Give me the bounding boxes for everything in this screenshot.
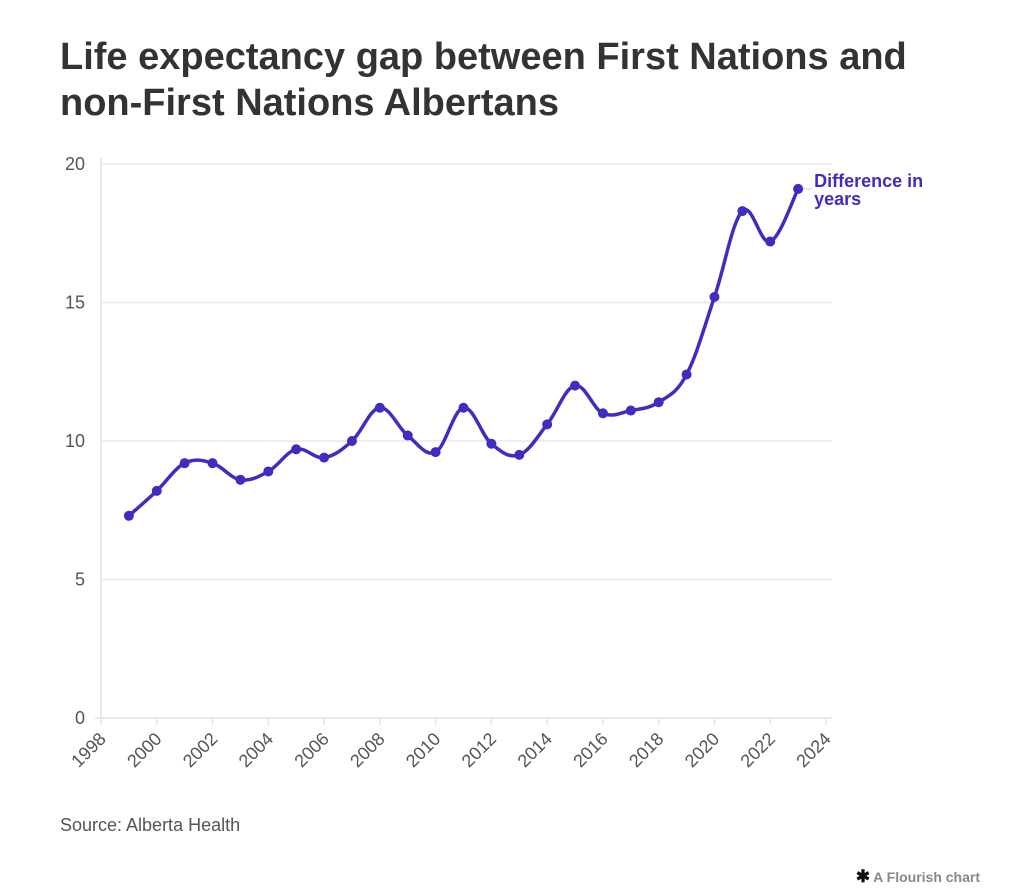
data-point	[709, 291, 720, 302]
data-point	[179, 458, 190, 469]
line-chart: 0 5 10 15 20 1998 2000 2002 2004 2006 2008 2010 201…	[65, 154, 928, 771]
series-label-line-1: Difference in	[814, 171, 923, 191]
y-axis-ticks: 0 5 10 15 20	[65, 154, 85, 728]
x-tick-label: 2006	[290, 729, 332, 771]
flourish-asterisk-icon: ✱	[855, 867, 871, 886]
x-tick-label: 2004	[235, 729, 277, 771]
data-point	[151, 485, 162, 496]
x-tick-label: 2020	[681, 729, 723, 771]
y-tick-label: 0	[75, 708, 85, 728]
data-point	[263, 466, 274, 477]
y-tick-label: 15	[65, 293, 85, 313]
x-tick-label: 2014	[514, 729, 556, 771]
data-point	[542, 419, 553, 430]
x-tick-label: 2022	[737, 729, 779, 771]
y-tick-label: 10	[65, 431, 85, 451]
source-note: Source: Alberta Health	[60, 815, 241, 835]
data-point	[458, 402, 469, 413]
data-point	[765, 236, 776, 247]
y-tick-label: 20	[65, 154, 85, 174]
series-line	[127, 187, 800, 518]
y-tick-label: 5	[75, 570, 85, 590]
data-point	[737, 206, 748, 217]
x-tick-label: 2002	[179, 729, 221, 771]
gridlines	[101, 163, 832, 581]
x-axis-ticks: 1998 2000 2002 2004 2006 2008 2010 2012 2014 2016…	[67, 718, 835, 771]
data-point	[681, 369, 692, 380]
flourish-credit-text: A Flourish chart	[873, 869, 980, 885]
data-point	[486, 438, 497, 449]
data-point	[291, 444, 302, 455]
data-point	[402, 430, 413, 441]
data-point	[793, 183, 804, 194]
data-point	[430, 447, 441, 458]
chart-title: Life expectancy gap between First Nation…	[60, 36, 907, 124]
x-tick-label: 2024	[792, 729, 834, 771]
data-point	[625, 405, 636, 416]
data-point	[374, 402, 385, 413]
data-point	[123, 510, 134, 521]
data-point	[597, 408, 608, 419]
data-point	[653, 397, 664, 408]
x-tick-label: 2010	[402, 729, 444, 771]
series-label: Difference in years	[814, 171, 928, 209]
data-point	[346, 436, 357, 446]
axes	[95, 158, 832, 719]
data-point	[570, 380, 581, 391]
x-tick-label: 2018	[625, 729, 667, 771]
data-point	[235, 474, 246, 485]
flourish-credit-link[interactable]: ✱ A Flourish chart	[855, 867, 980, 886]
x-tick-label: 1998	[67, 729, 109, 771]
x-tick-label: 2008	[346, 729, 388, 771]
series	[123, 183, 813, 521]
series-label-line-2: years	[814, 189, 861, 209]
data-point	[319, 452, 330, 463]
data-point	[207, 458, 218, 469]
x-tick-label: 2012	[458, 729, 500, 771]
x-tick-label: 2000	[123, 729, 165, 771]
data-point	[514, 449, 525, 460]
x-tick-label: 2016	[569, 729, 611, 771]
